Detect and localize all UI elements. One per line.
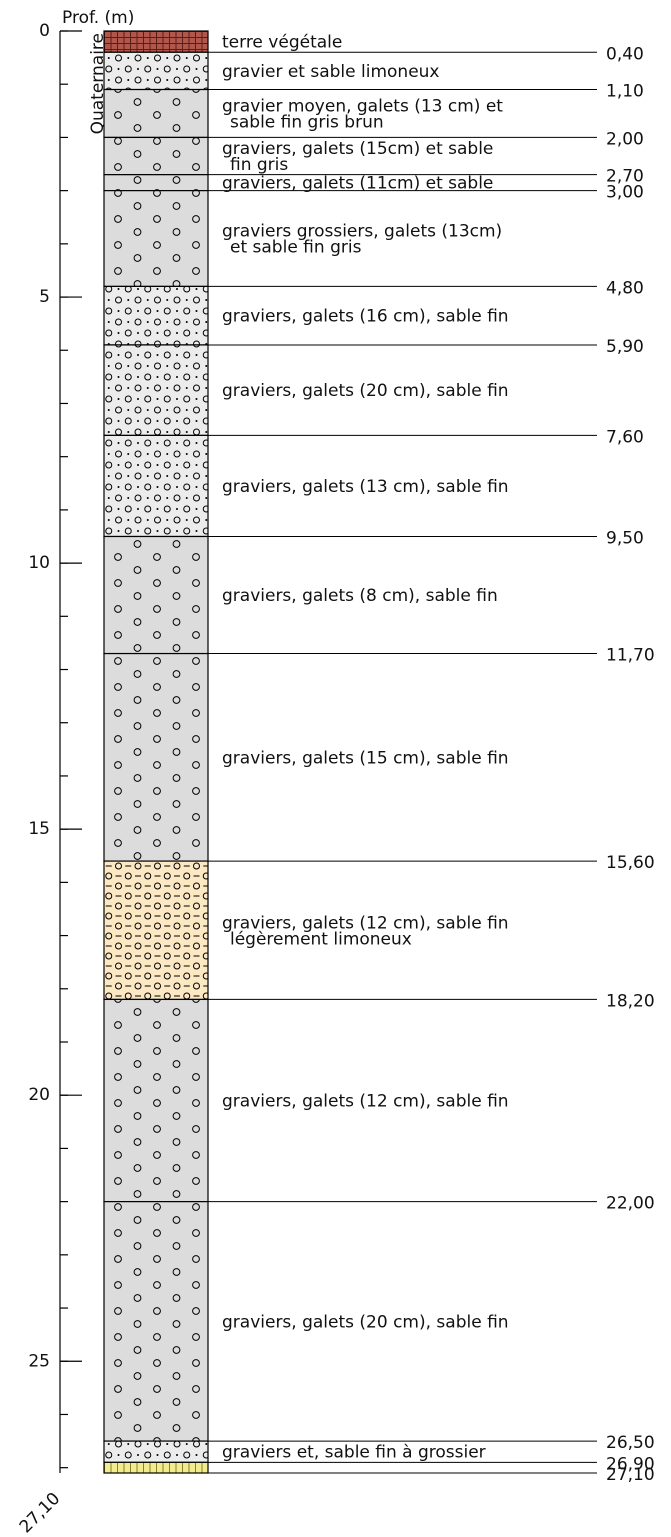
layer xyxy=(104,536,208,653)
depth-label: 1,10 xyxy=(606,82,644,102)
layer-description: et sable fin gris xyxy=(230,238,362,258)
depth-label: 3,00 xyxy=(606,183,644,203)
depth-label: 22,00 xyxy=(606,1194,655,1214)
layer xyxy=(104,999,208,1201)
layer xyxy=(104,52,208,89)
layer xyxy=(104,175,208,191)
layer-description: graviers et, sable fin à grossier xyxy=(222,1443,486,1463)
depth-label: 0,40 xyxy=(606,44,644,64)
tick-label: 20 xyxy=(28,1085,50,1105)
layer-description: légèrement limoneux xyxy=(230,929,412,949)
tick-label: 5 xyxy=(39,287,50,307)
tick-label: 0 xyxy=(39,21,50,41)
depth-label: 7,60 xyxy=(606,427,644,447)
layer-description: graviers, galets (15 cm), sable fin xyxy=(222,748,509,768)
layer-description: graviers, galets (20 cm), sable fin xyxy=(222,381,509,401)
total-depth: 27,10 xyxy=(16,1489,65,1537)
layer-description: graviers, galets (16 cm), sable fin xyxy=(222,307,509,327)
layer-description: terre végétale xyxy=(222,33,342,53)
depth-label: 15,60 xyxy=(606,853,655,873)
tick-label: 10 xyxy=(28,553,50,573)
depth-label: 2,00 xyxy=(606,129,644,149)
layer xyxy=(104,137,208,174)
layer xyxy=(104,435,208,536)
layer xyxy=(104,1441,208,1462)
layer-description: graviers, galets (12 cm), sable fin xyxy=(222,1092,509,1112)
layer xyxy=(104,90,208,138)
depth-label: 18,20 xyxy=(606,991,655,1011)
layer xyxy=(104,861,208,999)
layer xyxy=(104,191,208,287)
depth-label: 27,10 xyxy=(606,1465,655,1485)
layer-description: graviers, galets (11cm) et sable xyxy=(222,174,493,194)
page: Prof. (m) Quaternaire 05101520250,40terr… xyxy=(0,0,671,1537)
layer-description: sable fin gris brun xyxy=(230,112,384,132)
layer-description: fin gris xyxy=(230,155,288,175)
depth-label: 26,50 xyxy=(606,1433,655,1453)
depth-label: 11,70 xyxy=(606,646,655,666)
borehole-log: Prof. (m) Quaternaire 05101520250,40terr… xyxy=(0,0,671,1537)
depth-label: 4,80 xyxy=(606,278,644,298)
layer-description: graviers, galets (20 cm), sable fin xyxy=(222,1312,509,1332)
layer-description: graviers, galets (8 cm), sable fin xyxy=(222,586,498,606)
axis-title: Prof. (m) xyxy=(62,8,134,28)
layer xyxy=(104,31,208,52)
tick-label: 25 xyxy=(28,1351,50,1371)
layer xyxy=(104,345,208,435)
layer-description: gravier et sable limoneux xyxy=(222,62,440,82)
layer xyxy=(104,654,208,862)
layer xyxy=(104,286,208,345)
depth-label: 9,50 xyxy=(606,528,644,548)
layer-description: graviers, galets (13 cm), sable fin xyxy=(222,477,509,497)
depth-label: 5,90 xyxy=(606,337,644,357)
tick-label: 15 xyxy=(28,819,50,839)
layer xyxy=(104,1202,208,1441)
layer xyxy=(104,1462,208,1473)
